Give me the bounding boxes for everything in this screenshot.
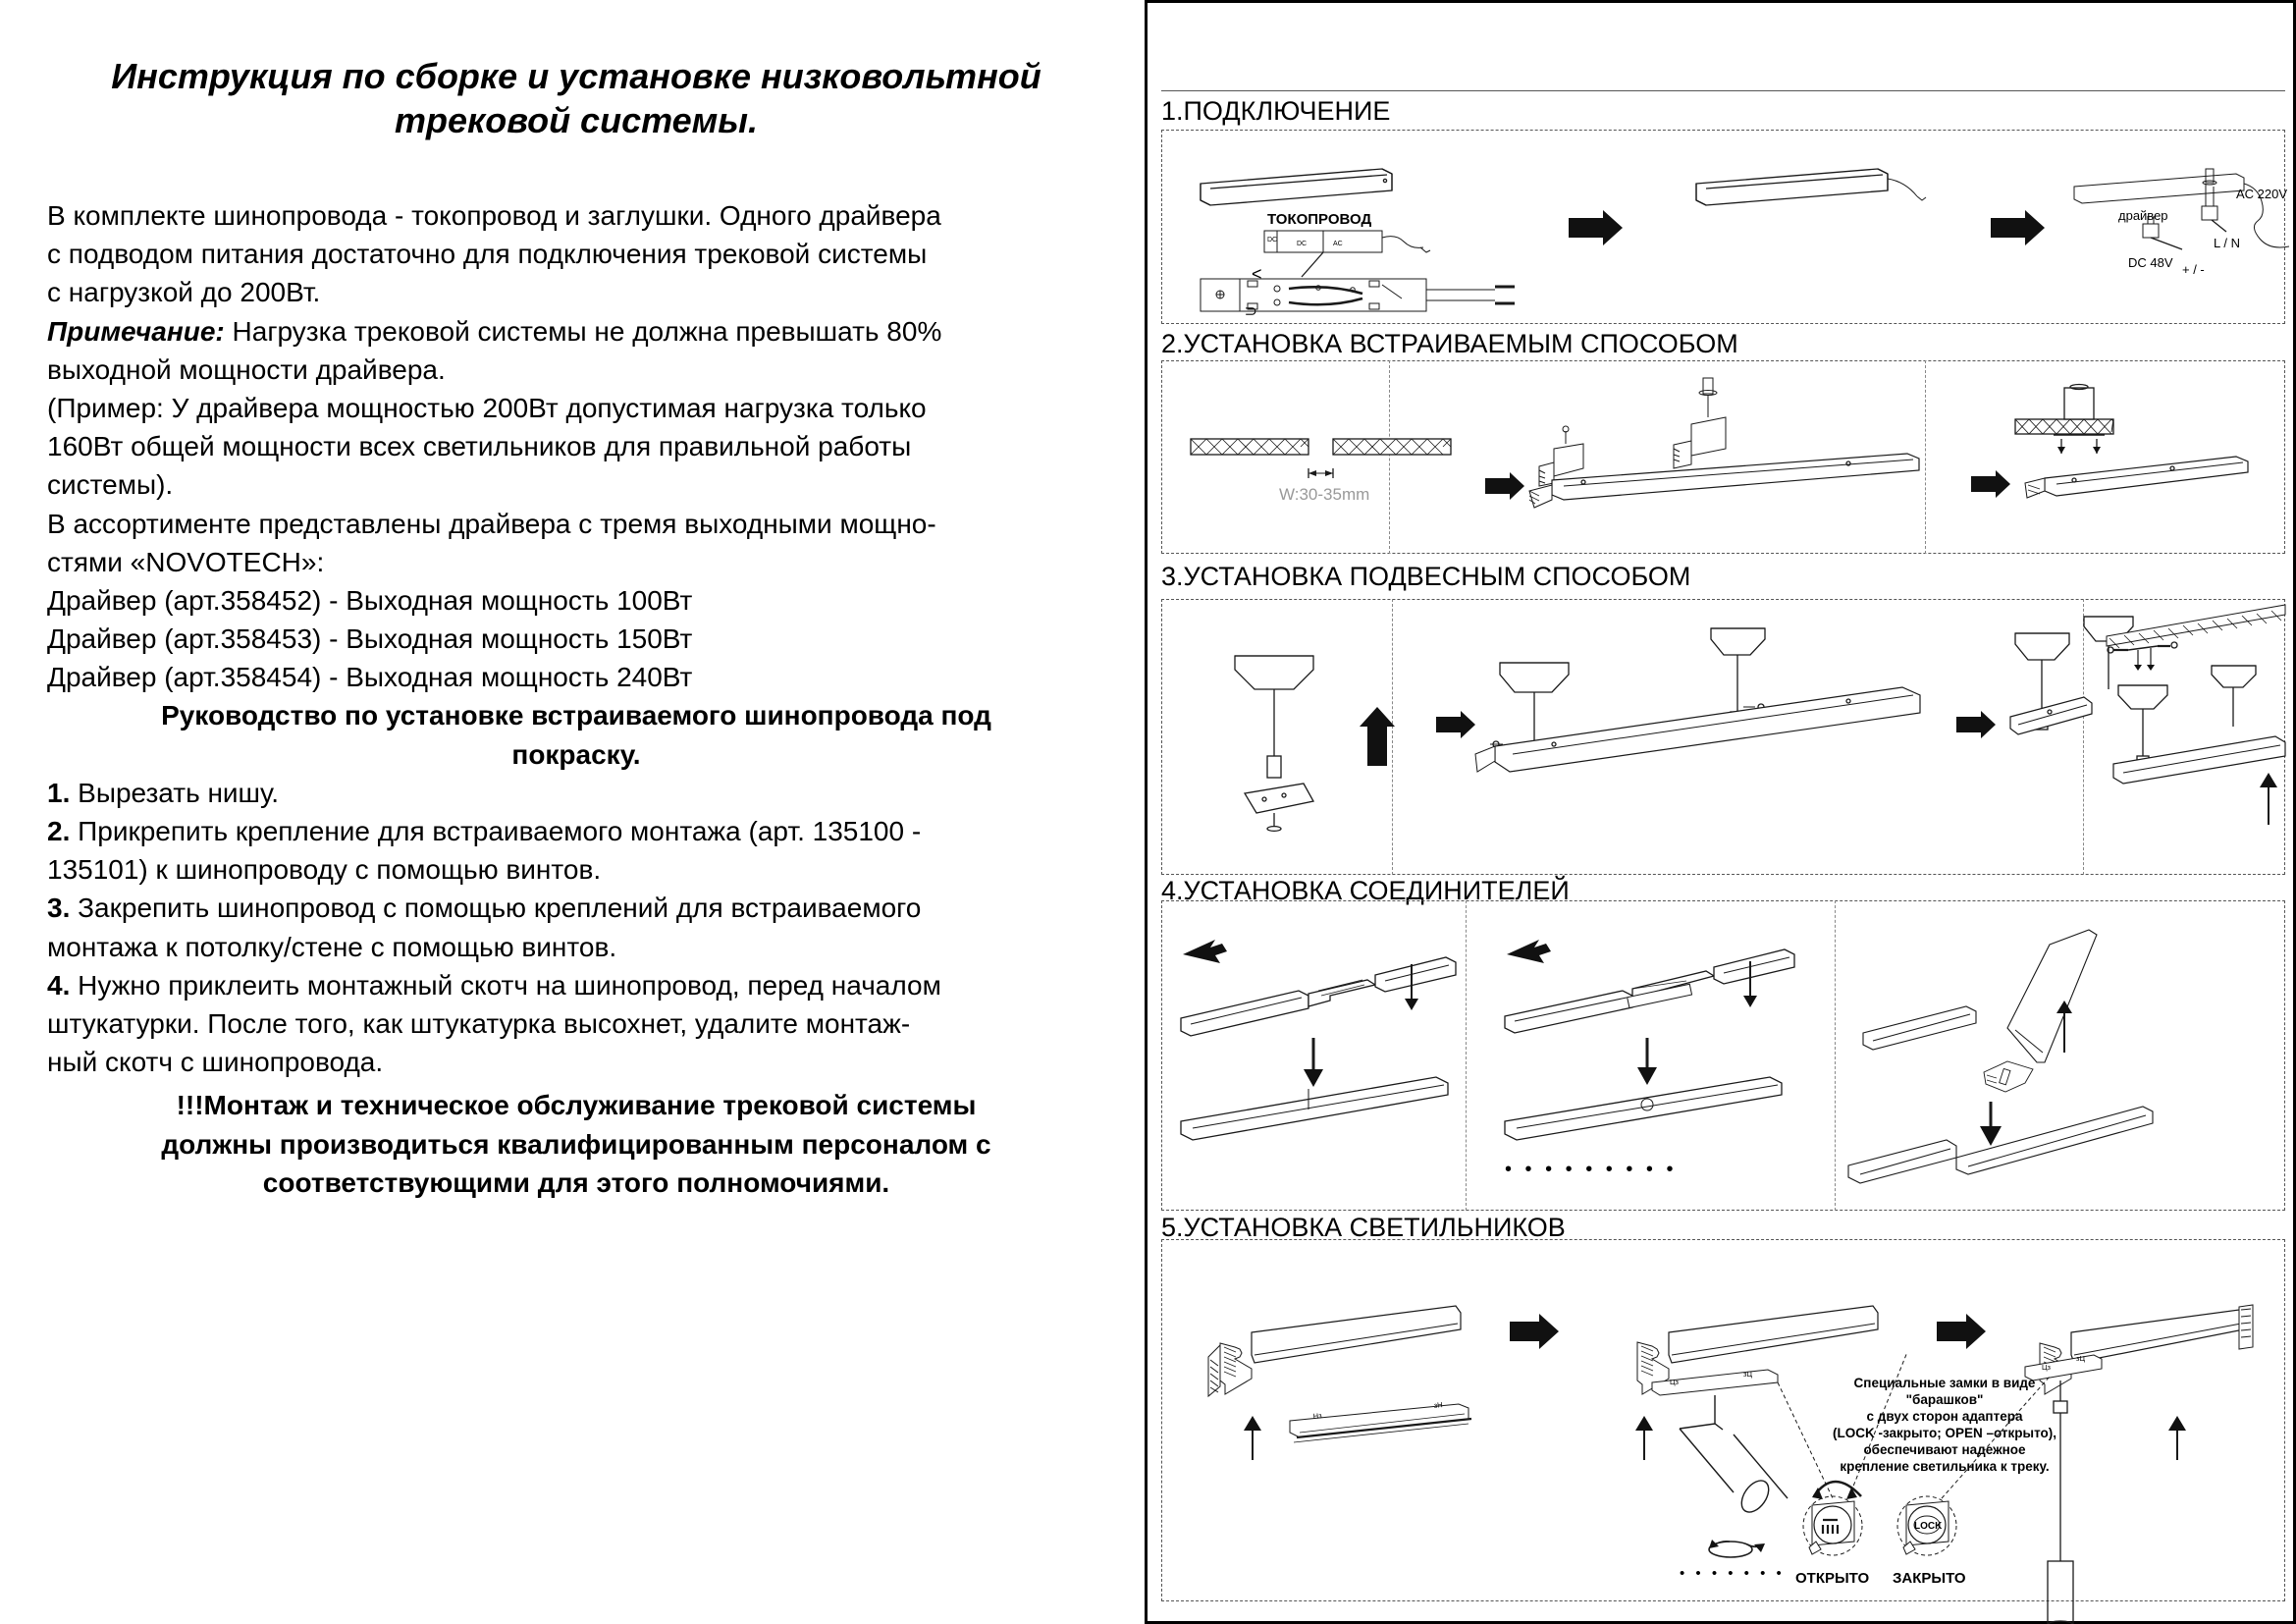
svg-text:+ / -: + / - (2182, 262, 2205, 277)
svg-text:DC 48V: DC 48V (2128, 255, 2173, 270)
svg-text:драйвер: драйвер (2118, 208, 2168, 223)
svg-text:AC 220V: AC 220V (2236, 187, 2287, 201)
svg-text:• • • • • • • • •: • • • • • • • • • (1505, 1159, 1677, 1180)
svg-text:DC: DC (1267, 237, 1277, 244)
svg-text:ТОКОПРОВОД: ТОКОПРОВОД (1267, 211, 1371, 228)
svg-text:W:30-35mm: W:30-35mm (1279, 485, 1369, 504)
svg-text:AC: AC (1333, 241, 1343, 247)
svg-text:ЗАКРЫТО: ЗАКРЫТО (1893, 1570, 1966, 1587)
svg-text:L / N: L / N (2214, 236, 2240, 250)
svg-text:LOCK: LOCK (1914, 1521, 1943, 1532)
svg-text:ОТКРЫТО: ОТКРЫТО (1795, 1570, 1869, 1587)
svg-text:DC: DC (1297, 241, 1307, 247)
